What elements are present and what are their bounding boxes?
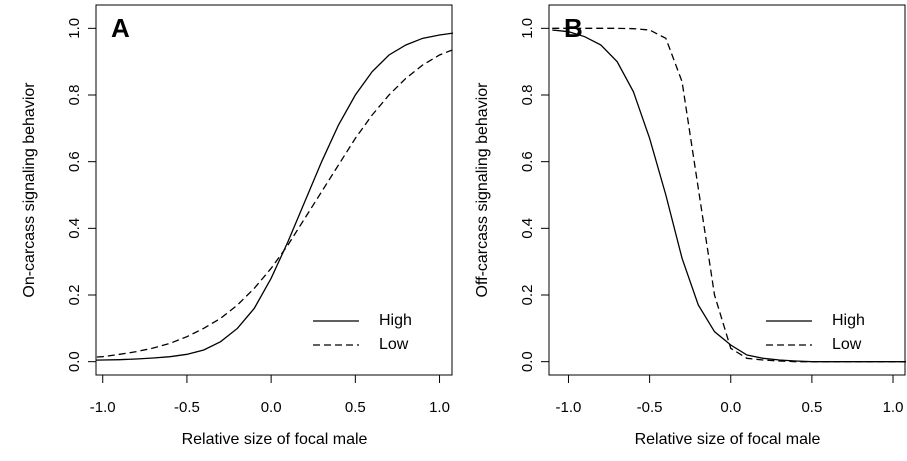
y-tick-label: 0.0	[66, 351, 83, 372]
y-tick-label: 0.2	[519, 285, 536, 306]
x-tick-label: 1.0	[429, 399, 450, 416]
x-axis-label: Relative size of focal male	[182, 431, 368, 448]
x-axis-label: Relative size of focal male	[635, 431, 821, 448]
y-tick-label: 0.2	[66, 285, 83, 306]
panel-label: A	[111, 13, 130, 43]
x-tick-label: 1.0	[883, 399, 904, 416]
y-axis-label: On-carcass signaling behavior	[21, 82, 38, 298]
plot-area	[552, 27, 906, 363]
legend-label: Low	[379, 336, 409, 353]
panel: -1.0 -0.5 0.0 0.5 1.0 0.0 0.2 0.4 0.6 0.8 1.0 Relat…	[474, 4, 906, 448]
y-tick-label: 0.8	[519, 85, 536, 106]
y-tick-label: 1.0	[66, 18, 83, 39]
x-tick-label: 0.0	[261, 399, 282, 416]
x-tick-label: -0.5	[174, 399, 200, 416]
panel-label: B	[564, 13, 583, 43]
y-tick-label: 0.0	[519, 351, 536, 372]
y-tick-label: 1.0	[519, 18, 536, 39]
legend-label: High	[832, 312, 865, 329]
y-tick-label: 0.6	[66, 151, 83, 172]
plot-area	[96, 32, 453, 361]
series-line	[96, 32, 453, 361]
y-axis-label: Off-carcass signaling behavior	[474, 82, 491, 298]
x-tick-label: -0.5	[637, 399, 663, 416]
plot-frame	[95, 4, 453, 376]
x-tick-label: 0.5	[345, 399, 366, 416]
legend-label: High	[379, 312, 412, 329]
x-tick-label: -1.0	[556, 399, 582, 416]
y-tick-label: 0.8	[66, 85, 83, 106]
y-tick-label: 0.6	[519, 151, 536, 172]
plot-frame	[548, 4, 906, 376]
series-line	[552, 27, 906, 363]
x-tick-label: -1.0	[90, 399, 116, 416]
panel: -1.0 -0.5 0.0 0.5 1.0 0.0 0.2 0.4 0.6 0.8 1.0 Relat…	[21, 4, 453, 448]
x-tick-label: 0.5	[801, 399, 822, 416]
legend-label: Low	[832, 336, 862, 353]
series-line	[96, 48, 453, 358]
y-tick-label: 0.4	[66, 218, 83, 239]
x-tick-label: 0.0	[720, 399, 741, 416]
y-tick-label: 0.4	[519, 218, 536, 239]
